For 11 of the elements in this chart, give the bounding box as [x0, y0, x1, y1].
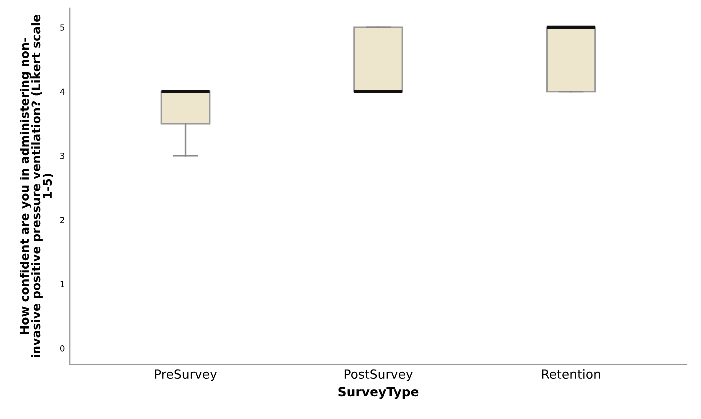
y-tick-label: 0 — [60, 345, 65, 352]
y-tick-label: 4 — [60, 88, 65, 95]
y-tick-label: 2 — [60, 217, 64, 224]
y-tick-label: 5 — [60, 24, 65, 31]
x-tick-label: PostSurvey — [344, 370, 413, 382]
y-tick-label: 3 — [60, 152, 65, 160]
y-tick-label: 1 — [60, 281, 64, 288]
x-tick-label: Retention — [542, 369, 600, 380]
y-axis-title: How confident are you in administering non- invasive positive pressure ventilation? (Likert scale 1-5) — [20, 15, 54, 358]
x-axis-title: SurveyType — [338, 387, 419, 400]
x-tick-label: PreSurvey — [155, 370, 218, 382]
